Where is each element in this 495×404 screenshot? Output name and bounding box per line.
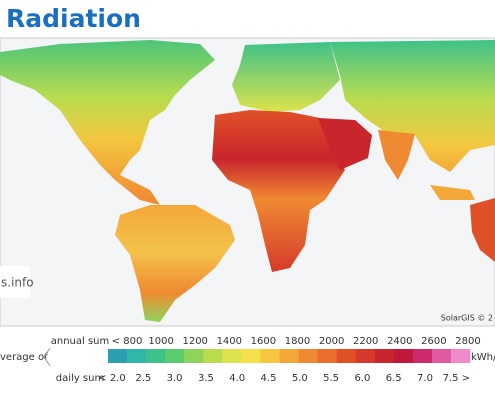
color-swatch	[127, 349, 147, 363]
color-swatch	[279, 349, 299, 363]
north-america	[0, 40, 215, 205]
title: Radiation	[6, 4, 141, 33]
legend: annual sum verage of kWh/m daily sum < 8…	[0, 336, 495, 384]
europe	[232, 42, 340, 112]
daily-label: 5.0	[292, 373, 308, 384]
annual-label: 2600	[421, 336, 446, 347]
daily-label: 3.5	[198, 373, 214, 384]
middle-east	[318, 118, 372, 170]
color-swatch	[184, 349, 204, 363]
india	[378, 130, 415, 180]
annual-label: 1600	[251, 336, 276, 347]
annual-title: annual sum	[51, 336, 110, 347]
color-swatch	[317, 349, 337, 363]
bracket	[43, 347, 51, 367]
islands	[430, 185, 475, 200]
daily-label: 7.5 >	[443, 373, 470, 384]
annual-label: 1400	[217, 336, 242, 347]
daily-label: 5.5	[323, 373, 339, 384]
daily-title: daily sum	[56, 373, 104, 384]
daily-label: 3.0	[167, 373, 183, 384]
color-swatch	[336, 349, 356, 363]
color-swatch	[241, 349, 261, 363]
credit: SolarGIS © 2	[441, 314, 493, 323]
annual-label: 2800	[455, 336, 480, 347]
color-swatch	[355, 349, 376, 363]
annual-label: 2000	[319, 336, 344, 347]
color-swatch	[298, 349, 318, 363]
annual-label: 2200	[353, 336, 378, 347]
daily-label: < 2.0	[98, 373, 125, 384]
daily-label: 2.5	[135, 373, 151, 384]
color-swatch	[412, 349, 433, 363]
annual-label: 1000	[148, 336, 173, 347]
unit: kWh/m	[471, 352, 495, 363]
color-swatch	[146, 349, 166, 363]
daily-label: 6.5	[386, 373, 402, 384]
color-swatch	[374, 349, 395, 363]
asia	[330, 40, 495, 172]
daily-label: 6.0	[354, 373, 370, 384]
daily-label: 4.5	[261, 373, 277, 384]
color-swatch	[222, 349, 242, 363]
daily-label: 7.0	[417, 373, 433, 384]
color-swatch	[450, 349, 471, 363]
annual-label: 1200	[182, 336, 207, 347]
annual-label: 1800	[285, 336, 310, 347]
color-swatch	[165, 349, 185, 363]
australia	[470, 198, 495, 262]
color-swatch	[393, 349, 414, 363]
daily-label: 4.0	[229, 373, 245, 384]
color-swatch	[431, 349, 452, 363]
watermark-box	[0, 266, 30, 298]
annual-label: < 800	[112, 336, 143, 347]
annual-label: 2400	[387, 336, 412, 347]
color-swatch	[108, 349, 128, 363]
watermark: s.info	[1, 276, 34, 290]
color-swatch	[260, 349, 280, 363]
map: s.info SolarGIS © 2	[0, 37, 495, 327]
south-america	[115, 205, 235, 322]
side-label: verage of	[0, 352, 48, 363]
color-swatch	[203, 349, 223, 363]
africa	[212, 110, 345, 272]
